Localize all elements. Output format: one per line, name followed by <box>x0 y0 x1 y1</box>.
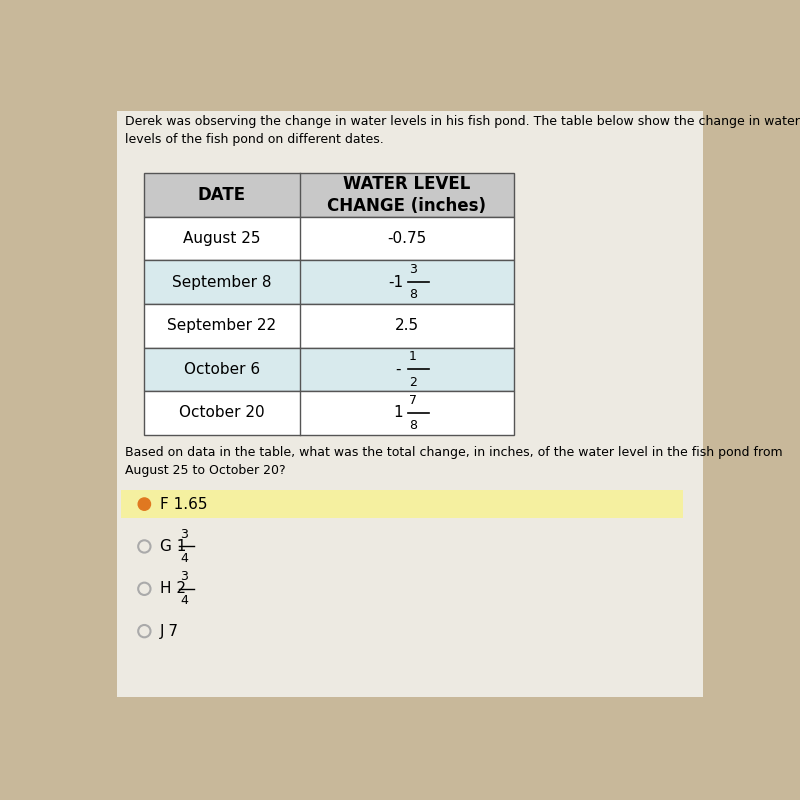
Bar <box>144 304 514 347</box>
Text: 4: 4 <box>180 594 188 607</box>
Text: G 1: G 1 <box>160 539 186 554</box>
Text: 3: 3 <box>180 528 188 541</box>
Bar <box>144 217 514 260</box>
Bar <box>144 391 514 435</box>
Text: 8: 8 <box>409 419 417 432</box>
Text: September 22: September 22 <box>167 318 277 334</box>
Circle shape <box>138 498 150 510</box>
Text: 2.5: 2.5 <box>394 318 419 334</box>
Text: 8: 8 <box>409 288 417 302</box>
Text: H 2: H 2 <box>160 582 186 596</box>
Text: 7: 7 <box>409 394 417 407</box>
Text: 3: 3 <box>180 570 188 583</box>
Text: WATER LEVEL
CHANGE (inches): WATER LEVEL CHANGE (inches) <box>327 174 486 215</box>
Text: -0.75: -0.75 <box>387 231 426 246</box>
Text: Based on data in the table, what was the total change, in inches, of the water l: Based on data in the table, what was the… <box>125 446 782 478</box>
Bar <box>144 260 514 304</box>
Text: 1: 1 <box>394 406 403 421</box>
Text: October 20: October 20 <box>179 406 265 421</box>
Text: October 6: October 6 <box>184 362 260 377</box>
Text: -1: -1 <box>388 274 403 290</box>
Text: F 1.65: F 1.65 <box>160 497 207 512</box>
Text: DATE: DATE <box>198 186 246 204</box>
Text: September 8: September 8 <box>172 274 272 290</box>
Bar <box>122 490 683 518</box>
Bar <box>144 347 514 391</box>
Text: -: - <box>395 362 401 377</box>
Text: Derek was observing the change in water levels in his fish pond. The table below: Derek was observing the change in water … <box>125 115 800 146</box>
Text: 4: 4 <box>180 552 188 565</box>
Text: 2: 2 <box>409 375 417 389</box>
Bar <box>144 173 514 217</box>
Text: August 25: August 25 <box>183 231 261 246</box>
Text: 1: 1 <box>409 350 417 363</box>
Text: J 7: J 7 <box>160 624 178 638</box>
Text: 3: 3 <box>409 263 417 276</box>
